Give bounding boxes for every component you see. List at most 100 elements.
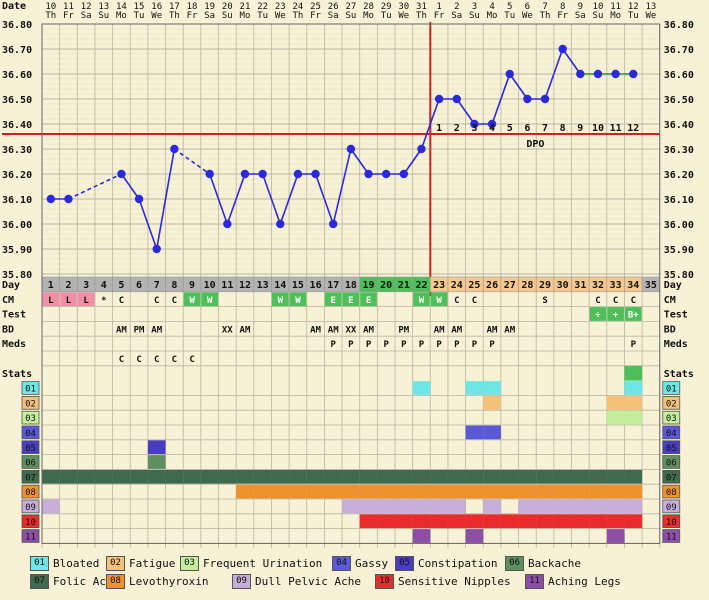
cell-bd: AM [504,325,515,335]
cell-fill-cm [60,292,77,307]
day-number: 7 [154,280,160,291]
symptom-cell [377,469,395,484]
cell-meds: P [331,340,337,350]
symptom-cell [430,499,448,514]
dpo-label: 2 [454,123,460,134]
legend-item: 03 Frequent Urination [180,556,322,571]
temp-point [258,169,267,179]
cell-meds: P [472,340,478,350]
symptom-cell [465,381,484,395]
day-number: 21 [398,280,410,291]
symptom-code-box-left [21,484,40,499]
weekday-label: Su [98,11,109,21]
day-number: 1 [48,280,54,291]
dpo-label: 6 [524,123,530,134]
weekday-label: Sa [575,11,586,21]
symptom-cell [147,469,166,484]
cell-extra: C [189,355,194,365]
date-tick-label: 5 [507,2,512,12]
temp-line-segment [332,148,352,225]
symptom-code-box-right [662,455,681,469]
cell-cm: S [542,296,547,306]
symptom-cell [377,514,395,529]
weekday-label: Th [293,11,304,21]
date-tick-label: 12 [628,2,639,12]
cell-cm: E [366,296,371,306]
day-number: 15 [292,280,304,291]
cell-bd: AM [328,325,339,335]
weekday-label: Tu [257,11,268,21]
date-tick-label: 17 [169,2,180,12]
temp-point [46,194,56,204]
day-number: 23 [433,280,445,291]
y-tick-label-left: 35.80 [2,270,32,281]
symptom-cell [236,484,254,499]
symptom-cell [42,499,60,514]
symptom-code-left: 01 [25,385,36,395]
row-label-test: Test [2,310,26,321]
legend-item: 10 Sensitive Nipples [375,574,511,589]
temp-line-segment [138,198,158,250]
cell-cm: L [83,296,89,306]
symptom-cell [553,484,572,499]
symptom-cell [59,469,78,484]
symptom-cell [324,469,343,484]
legend-swatch: 11 [525,574,544,589]
symptom-cell [483,484,501,499]
symptom-cell [306,469,325,484]
dpo-title: DPO [526,139,544,150]
legend-label: Levothyroxin [129,575,209,588]
temp-point [399,169,409,179]
weekday-label: We [522,11,533,21]
temp-line-segment [208,173,229,225]
symptom-cell [624,395,643,410]
symptom-code-right: 03 [666,414,677,424]
weekday-label: Mo [610,11,621,21]
weekday-label: Tu [381,11,392,21]
symptom-code-box-left [21,499,40,514]
day-number: 25 [468,280,480,291]
temp-line-segment [314,173,334,225]
symptom-cell [112,469,131,484]
legend-item: 07 Folic Acid [30,574,119,589]
weekday-label: Tu [134,11,145,21]
symptom-cell [589,514,607,529]
symptom-cell [589,499,607,514]
symptom-cell [483,499,501,514]
weekday-label: Th [540,11,551,21]
cell-bd: PM [398,325,409,335]
cell-bd: AM [116,325,127,335]
cell-bd: PM [134,325,145,335]
symptom-code-left: 11 [25,533,36,543]
symptom-cell [536,469,554,484]
symptom-cell [253,484,272,499]
cell-test: + [595,311,601,321]
dpo-label: 1 [436,123,442,134]
date-tick-label: 29 [381,2,392,12]
cell-meds: P [401,340,407,350]
weekday-label: Fr [310,11,321,21]
temp-point [293,169,303,179]
day-number: 32 [592,280,604,291]
y-tick-label-right: 36.40 [664,120,694,131]
symptom-cell [359,469,378,484]
cell-cm: C [631,296,636,306]
cell-meds: P [489,340,495,350]
day-number: 18 [345,280,357,291]
temp-line-segment [350,148,370,175]
symptom-cell [271,469,290,484]
cell-fill-cm [183,292,201,307]
temp-point [152,244,161,254]
weekday-label: We [275,11,286,21]
symptom-cell [395,469,413,484]
symptom-code-box-right [662,410,681,425]
legend-label: Constipation [418,557,498,570]
day-number: 35 [645,280,657,291]
cell-bd: AM [451,325,462,335]
symptom-cell [359,499,378,514]
cell-cm: L [48,296,54,306]
legend-swatch: 09 [232,574,251,589]
temp-line-segment [544,48,564,100]
cell-fill-test [607,307,624,321]
cell-cm: W [419,296,425,306]
